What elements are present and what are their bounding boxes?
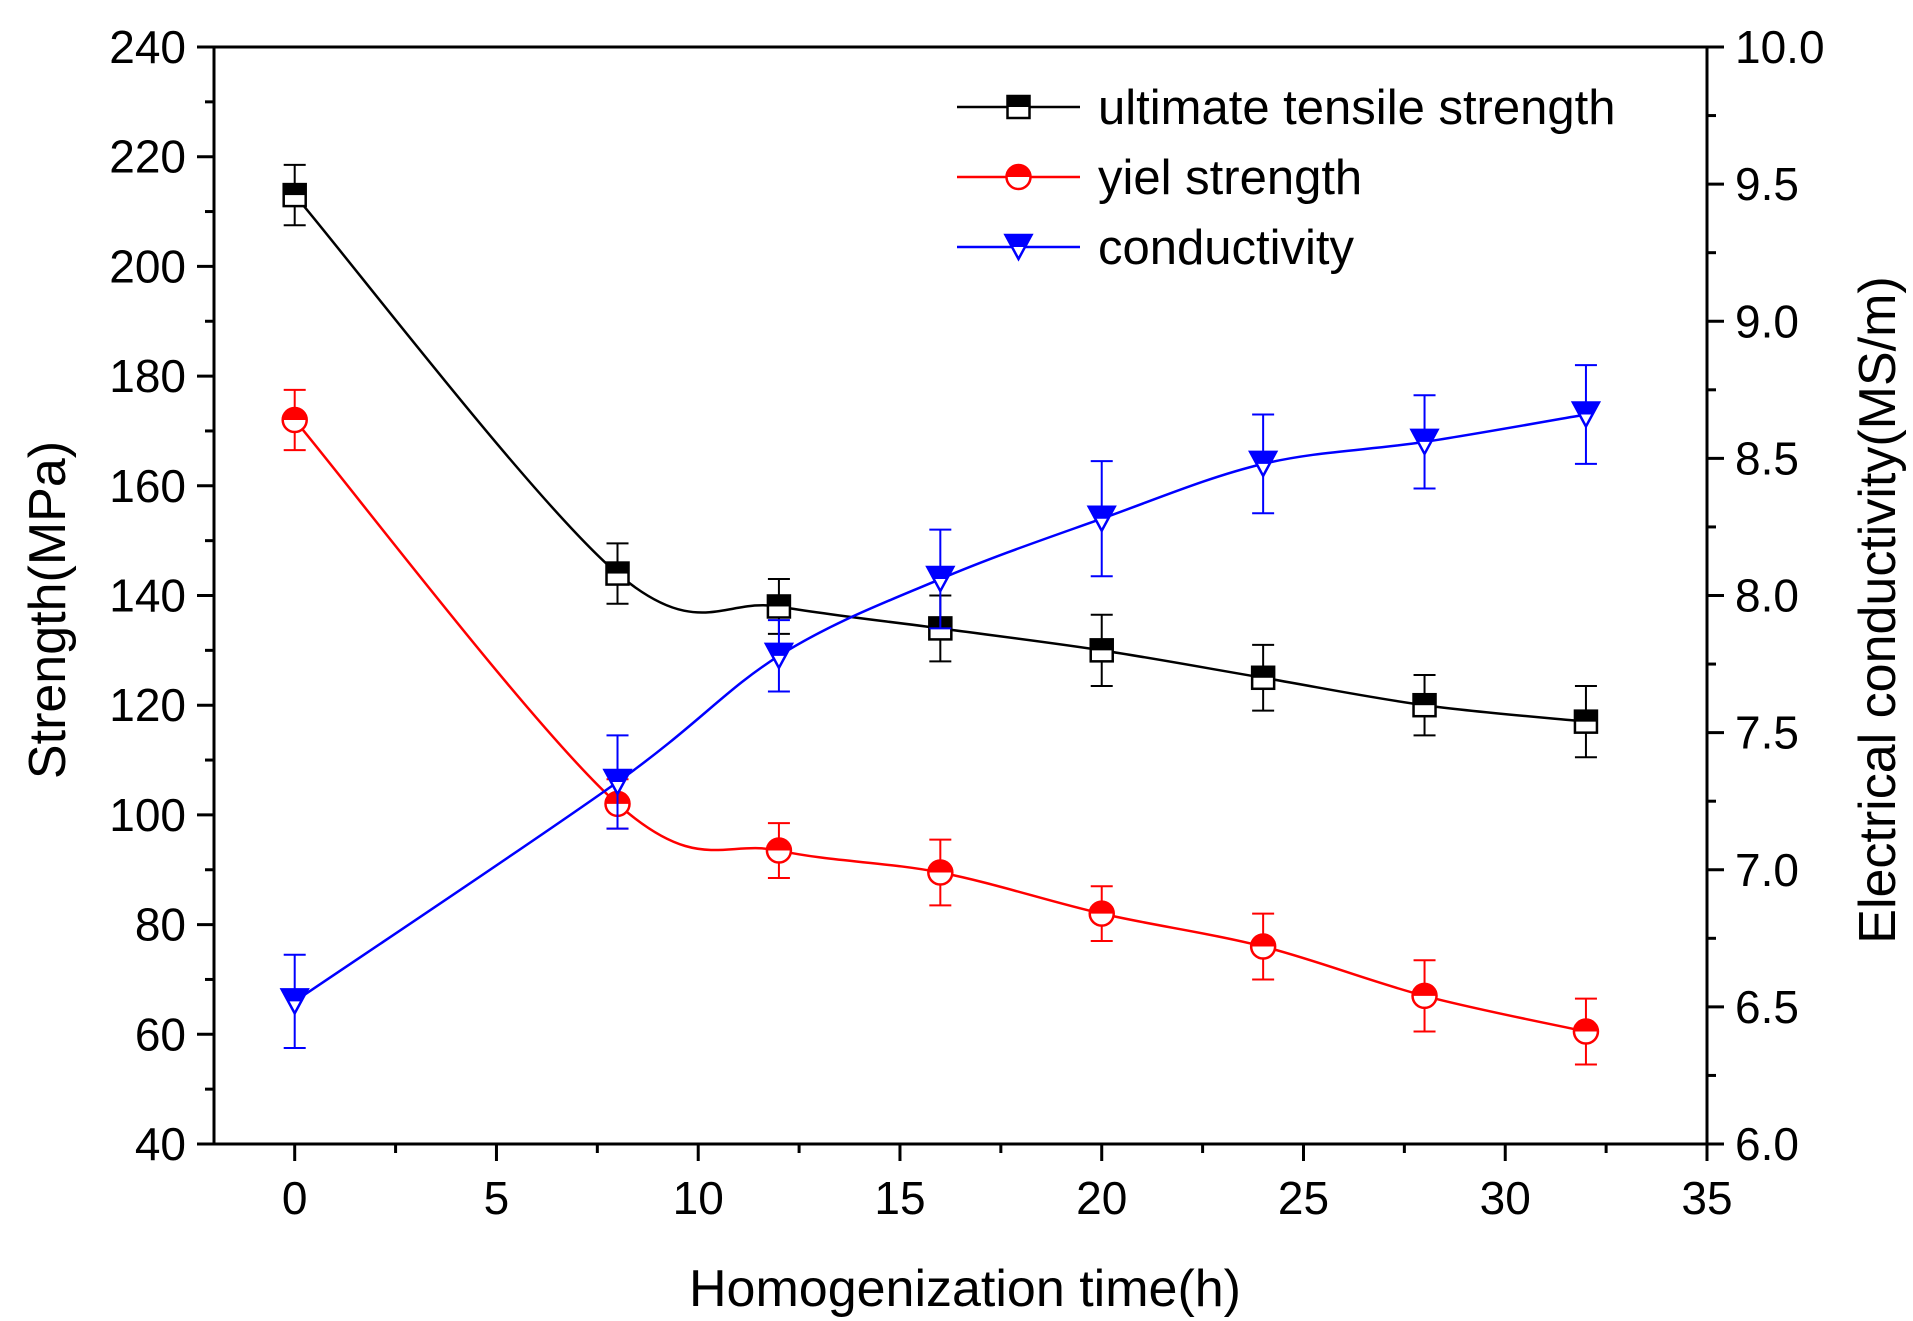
y2-tick-label: 7.5: [1735, 707, 1799, 759]
legend-label: yiel strength: [1098, 151, 1362, 205]
y2-tick-label: 10.0: [1735, 21, 1825, 73]
y-tick-label: 40: [135, 1118, 186, 1170]
y2-tick-label: 8.5: [1735, 432, 1799, 484]
legend-marker: [1006, 94, 1031, 120]
y2-tick-label: 9.0: [1735, 295, 1799, 347]
data-point: [602, 768, 633, 797]
series-2: [279, 364, 1602, 1050]
data-point: [1412, 692, 1437, 718]
y-tick-label: 240: [109, 21, 186, 73]
y2-tick-label: 9.5: [1735, 158, 1799, 210]
data-point: [927, 859, 954, 886]
data-point: [1409, 428, 1440, 457]
y-tick-label: 120: [109, 679, 186, 731]
x-tick-label: 5: [484, 1172, 510, 1224]
data-point: [765, 837, 793, 864]
y-tick-label: 200: [109, 240, 186, 292]
y-tick-label: 220: [109, 131, 186, 183]
data-point: [766, 594, 792, 619]
x-tick-label: 25: [1278, 1172, 1329, 1224]
y2-tick-label: 7.0: [1735, 844, 1799, 896]
data-point: [281, 406, 308, 434]
y2-tick-label: 6.5: [1735, 981, 1799, 1033]
y2-axis-title: Electrical conductivity(MS/m): [1849, 276, 1907, 943]
series-1: [281, 388, 1600, 1066]
series-line: [293, 419, 1587, 1033]
data-point: [1088, 900, 1115, 927]
data-point: [763, 642, 795, 671]
data-point: [925, 565, 956, 594]
legend-marker: [1003, 233, 1034, 262]
data-point: [605, 561, 630, 586]
data-point: [279, 988, 310, 1017]
y-tick-label: 160: [109, 460, 186, 512]
y-tick-label: 100: [109, 789, 186, 841]
y2-tick-label: 6.0: [1735, 1118, 1799, 1170]
x-tick-label: 35: [1681, 1172, 1732, 1224]
data-point: [1411, 982, 1438, 1010]
legend-item: conductivity: [957, 221, 1355, 275]
data-point: [1248, 450, 1279, 479]
data-point: [1572, 1018, 1600, 1045]
x-tick-label: 30: [1480, 1172, 1531, 1224]
data-point: [1570, 401, 1602, 430]
legend-marker: [1005, 163, 1032, 191]
data-point: [1250, 665, 1276, 691]
y-axis-title: Strength(MPa): [19, 441, 77, 779]
plot-frame: [212, 45, 1709, 1146]
series-0: [282, 163, 1599, 759]
y-tick-label: 60: [135, 1008, 186, 1060]
x-tick-label: 10: [673, 1172, 724, 1224]
data-point: [1249, 933, 1277, 960]
data-point: [1086, 505, 1117, 534]
legend-label: conductivity: [1098, 221, 1355, 275]
y2-tick-label: 8.0: [1735, 570, 1799, 622]
legend-label: ultimate tensile strength: [1098, 81, 1616, 135]
data-point: [282, 182, 307, 208]
series-line: [294, 413, 1587, 1003]
data-point: [1089, 638, 1114, 663]
legend-item: yiel strength: [957, 151, 1362, 205]
y-tick-label: 140: [109, 570, 186, 622]
x-tick-label: 0: [282, 1172, 308, 1224]
y-tick-label: 80: [135, 899, 186, 951]
y-tick-label: 180: [109, 350, 186, 402]
legend-item: ultimate tensile strength: [957, 81, 1616, 135]
data-point: [1573, 709, 1599, 734]
x-tick-label: 20: [1076, 1172, 1127, 1224]
x-axis-title: Homogenization time(h): [689, 1260, 1241, 1318]
x-tick-label: 15: [874, 1172, 925, 1224]
